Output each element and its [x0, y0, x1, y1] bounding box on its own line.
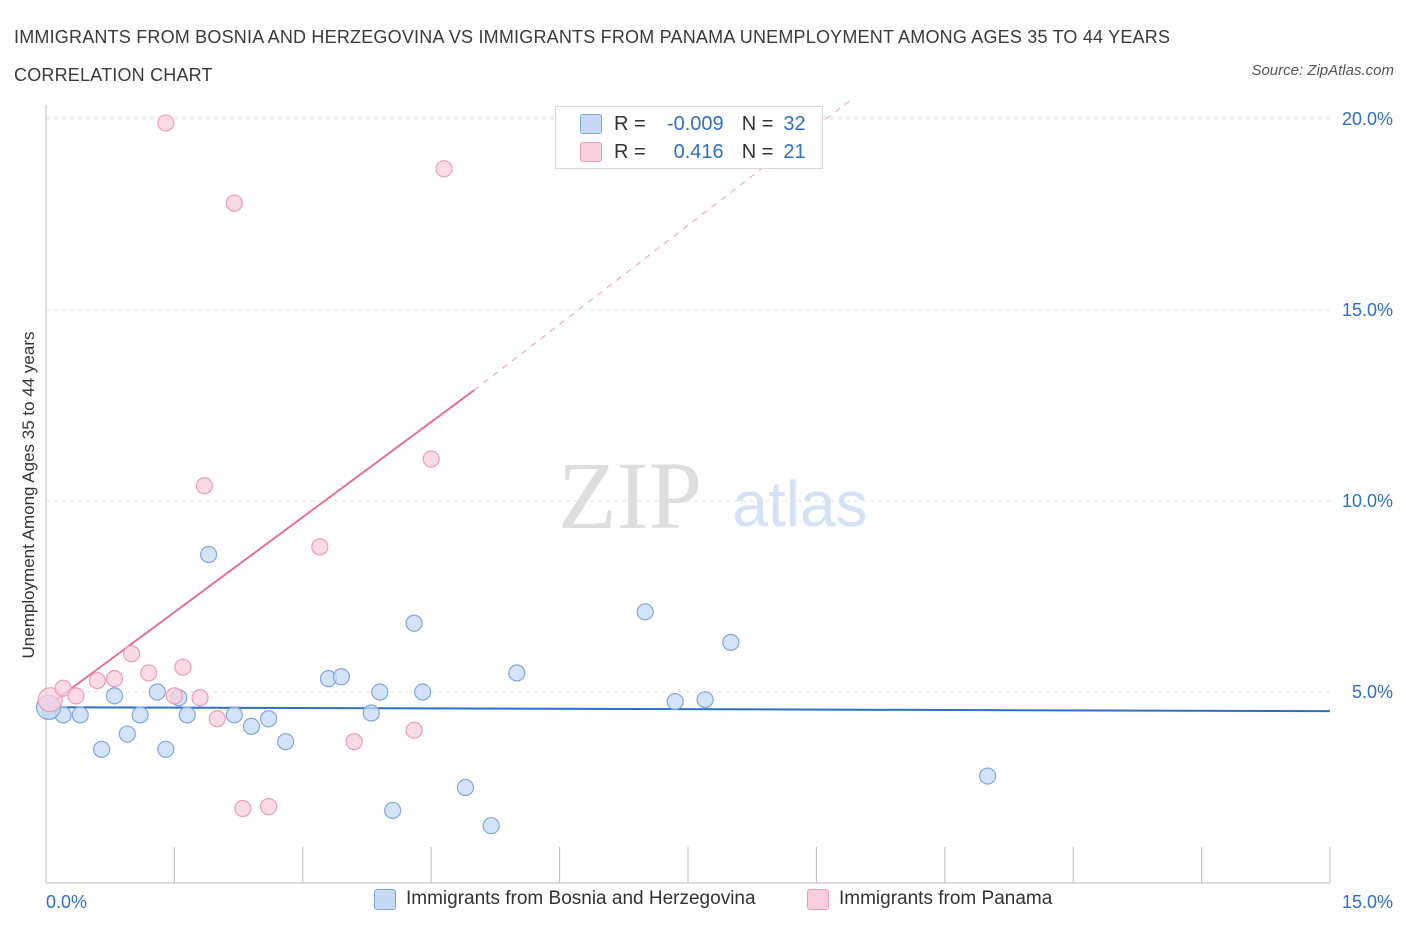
y-tick-label: 20.0% — [1342, 109, 1393, 129]
legend-n-value-bosnia: 32 — [783, 112, 806, 135]
watermark-zip: ZIP — [558, 442, 702, 549]
legend-n-value-panama: 21 — [783, 140, 806, 163]
point-bosnia — [225, 706, 243, 724]
point-bosnia — [131, 706, 149, 724]
x-tick-label-min: 0.0% — [46, 892, 87, 912]
point-panama — [422, 450, 440, 468]
point-panama — [405, 721, 423, 739]
point-bosnia — [414, 683, 432, 701]
series-swatch-panama — [807, 888, 829, 910]
point-bosnia — [722, 633, 740, 651]
legend-n-label: N = — [741, 112, 774, 135]
point-bosnia — [118, 725, 136, 743]
trend-line-bosnia — [45, 706, 1331, 713]
point-bosnia — [405, 614, 423, 632]
point-panama — [234, 799, 252, 818]
y-tick-label: 10.0% — [1342, 491, 1393, 511]
point-bosnia — [148, 683, 166, 701]
point-panama — [123, 645, 141, 663]
legend-row-bosnia: R = -0.009 N = 32 — [580, 111, 806, 137]
point-panama — [165, 687, 183, 705]
point-panama — [54, 679, 72, 697]
series-swatch-bosnia — [374, 888, 396, 910]
chart-title: IMMIGRANTS FROM BOSNIA AND HERZEGOVINA V… — [14, 27, 1171, 85]
trend-line-panama — [45, 389, 475, 709]
series-label-panama: Immigrants from Panama — [839, 888, 1053, 909]
axes: 5.0% 10.0% 15.0% 20.0% 0.0% 15.0% — [45, 105, 1393, 912]
point-panama — [37, 687, 63, 713]
point-panama — [208, 710, 226, 728]
point-bosnia — [978, 767, 997, 785]
point-bosnia — [105, 687, 124, 705]
watermark-atlas: atlas — [732, 468, 867, 540]
point-bosnia — [636, 603, 654, 621]
data-points — [35, 114, 997, 835]
y-tick-label: 15.0% — [1342, 300, 1393, 320]
point-bosnia — [242, 717, 261, 736]
legend-swatch-panama — [580, 142, 602, 162]
point-bosnia — [200, 545, 218, 564]
legend-r-label: R = — [614, 140, 646, 163]
correlation-legend: R = -0.009 N = 32 R = 0.416 N = 21 — [555, 106, 823, 169]
point-panama — [435, 160, 453, 178]
point-panama — [174, 658, 192, 676]
trend-lines — [45, 99, 1331, 713]
legend-row-panama: R = 0.416 N = 21 — [580, 139, 806, 165]
point-panama — [157, 114, 175, 132]
y-tick-label: 5.0% — [1352, 682, 1393, 702]
series-legend-panama: Immigrants from Panama — [807, 888, 1052, 910]
point-panama — [88, 671, 106, 690]
point-bosnia — [371, 683, 389, 701]
series-legend-bosnia: Immigrants from Bosnia and Herzegovina — [374, 888, 756, 910]
x-tick-label-max: 15.0% — [1342, 892, 1393, 912]
y-axis-title: Unemployment Among Ages 35 to 44 years — [19, 332, 38, 659]
legend-n-label: N = — [741, 140, 774, 163]
series-label-bosnia: Immigrants from Bosnia and Herzegovina — [406, 888, 756, 909]
point-panama — [195, 477, 213, 495]
point-panama — [191, 689, 209, 707]
point-bosnia — [178, 706, 196, 724]
point-panama — [311, 538, 329, 556]
point-bosnia — [666, 692, 684, 711]
legend-r-label: R = — [614, 112, 646, 135]
point-bosnia — [362, 704, 380, 722]
point-panama — [345, 733, 363, 751]
point-bosnia — [259, 710, 278, 728]
point-bosnia — [332, 668, 350, 686]
series-legend: Immigrants from Bosnia and Herzegovina I… — [0, 888, 1406, 916]
point-bosnia — [277, 733, 295, 751]
watermark: ZIP atlas — [558, 442, 868, 549]
point-bosnia — [482, 817, 500, 835]
point-panama — [105, 670, 124, 688]
point-bosnia — [157, 740, 175, 758]
point-bosnia — [508, 664, 526, 682]
legend-r-value-bosnia: -0.009 — [666, 112, 724, 135]
point-bosnia — [696, 691, 714, 709]
point-panama — [259, 798, 278, 816]
point-bosnia — [384, 801, 402, 820]
legend-swatch-bosnia — [580, 114, 602, 134]
point-bosnia — [93, 740, 111, 758]
source-note: Source: ZipAtlas.com — [1251, 62, 1394, 79]
point-panama — [225, 194, 243, 212]
point-panama — [140, 664, 158, 682]
point-bosnia — [456, 778, 475, 797]
legend-r-value-panama: 0.416 — [673, 140, 724, 163]
point-bosnia — [71, 706, 89, 724]
point-panama — [67, 687, 85, 705]
